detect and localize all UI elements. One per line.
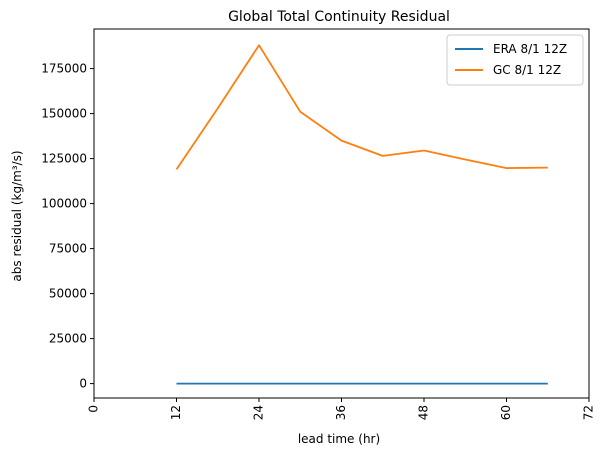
x-tick-label: 12 (169, 405, 183, 420)
legend: ERA 8/1 12Z GC 8/1 12Z (446, 34, 584, 86)
x-tick-label: 36 (334, 405, 348, 420)
legend-label-0: ERA 8/1 12Z (493, 42, 567, 56)
y-tick-label: 125000 (41, 152, 87, 166)
y-axis-label: abs residual (kg/m³/s) (10, 150, 24, 281)
y-tick-label: 150000 (41, 107, 87, 121)
y-tick-label: 0 (79, 377, 87, 391)
axes: 0 12 24 36 48 60 72 0 25000 50000 75000 100000 12500… (41, 28, 596, 420)
chart-title: Global Total Continuity Residual (228, 9, 450, 25)
y-tick-label: 175000 (41, 62, 87, 76)
plot-area (175, 44, 548, 385)
x-tick-label: 72 (582, 405, 596, 420)
y-tick-label: 100000 (41, 197, 87, 211)
legend-box (446, 34, 584, 86)
y-tick-label: 25000 (49, 332, 87, 346)
legend-label-1: GC 8/1 12Z (493, 63, 561, 77)
x-tick-label: 48 (417, 405, 431, 420)
x-tick-label: 24 (252, 405, 266, 420)
x-axis-label: lead time (hr) (298, 432, 380, 446)
y-tick-label: 75000 (49, 242, 87, 256)
y-tick-label: 50000 (49, 287, 87, 301)
x-tick-label: 0 (87, 405, 101, 413)
series-line-1 (175, 44, 548, 170)
x-tick-label: 60 (499, 405, 513, 420)
